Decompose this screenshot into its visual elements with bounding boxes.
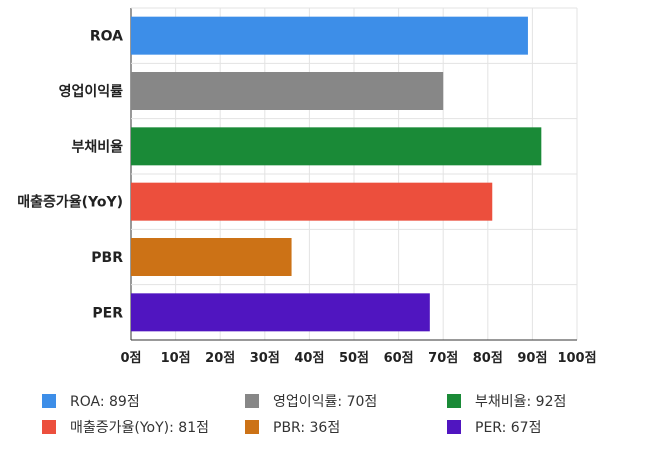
category-label: ROA (90, 29, 123, 45)
legend-swatch (447, 420, 461, 434)
x-tick-label: 90점 (517, 351, 547, 366)
grid-lines (130, 7, 578, 341)
x-tick-label: 40점 (294, 351, 324, 366)
legend-label: 매출증가율(YoY): 81점 (70, 420, 209, 436)
legend-label: 영업이익률: 70점 (273, 394, 378, 410)
x-tick-label: 10점 (161, 351, 191, 366)
x-tick-label: 30점 (250, 351, 280, 366)
legend-item[interactable]: ROA: 89점 (42, 392, 140, 410)
category-label: 매출증가율(YoY) (17, 194, 123, 211)
legend-swatch (42, 394, 56, 408)
x-tick-label: 50점 (339, 351, 369, 366)
legend-item[interactable]: 영업이익률: 70점 (245, 392, 377, 410)
legend-item[interactable]: PBR: 36점 (245, 418, 340, 436)
legend-label: PBR: 36점 (273, 420, 341, 436)
legend-label: PER: 67점 (475, 420, 542, 436)
legend-swatch (42, 420, 56, 434)
category-label: 부채비율 (71, 138, 123, 155)
x-tick-label: 70점 (428, 351, 458, 366)
legend-swatch (245, 394, 259, 408)
x-tick-label: 80점 (473, 351, 503, 366)
bars-group (131, 16, 542, 332)
legend-label: 부채비율: 92점 (475, 394, 567, 410)
bar[interactable] (131, 293, 430, 332)
legend-item[interactable]: 부채비율: 92점 (447, 392, 566, 410)
bar[interactable] (131, 127, 542, 166)
legend-swatch (447, 394, 461, 408)
x-tick-label: 100점 (557, 351, 596, 366)
legend-label: ROA: 89점 (70, 394, 140, 410)
category-label: 영업이익률 (59, 83, 124, 100)
category-label: PBR (91, 250, 123, 266)
x-tick-label: 20점 (205, 351, 235, 366)
bar[interactable] (131, 182, 493, 221)
legend-item[interactable]: PER: 67점 (447, 418, 541, 436)
legend-swatch (245, 420, 259, 434)
bar[interactable] (131, 16, 528, 55)
x-tick-labels: 0점 10점 20점 30점 40점 50점 60점 70점 80점 90점 100점 (120, 351, 596, 366)
x-tick-label: 60점 (384, 351, 414, 366)
bar[interactable] (131, 238, 292, 276)
legend-item[interactable]: 매출증가율(YoY): 81점 (42, 418, 209, 436)
x-tick-label: 0점 (120, 351, 141, 366)
bar[interactable] (131, 72, 444, 110)
category-label: PER (92, 305, 123, 321)
